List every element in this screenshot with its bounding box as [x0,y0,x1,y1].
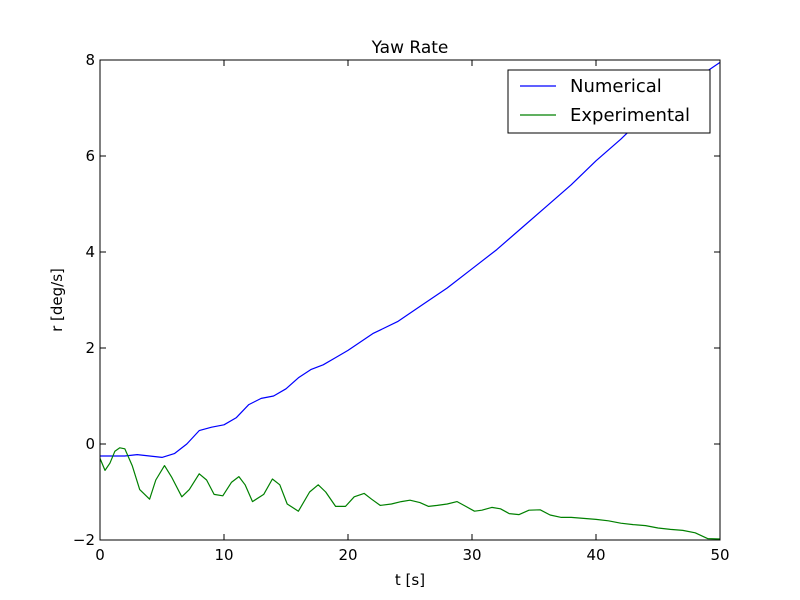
series-line-experimental [99,447,721,540]
y-tick-label: 2 [85,339,95,357]
legend: Numerical Experimental [507,69,711,134]
plot-frame [99,59,721,541]
legend-numerical-label: Numerical [570,76,662,97]
x-tick-label: 50 [710,546,729,564]
x-tick-label: 10 [214,546,233,564]
y-axis-label: r [deg/s] [48,268,66,332]
legend-box [507,69,711,134]
legend-experimental-label: Experimental [570,105,690,126]
y-tick-label: 6 [85,147,95,165]
y-tick-label: 0 [85,435,95,453]
plot-area [100,60,720,540]
plot-background [100,60,720,540]
y-tick-label: 8 [85,51,95,69]
x-tick-label: 30 [462,546,481,564]
x-tick-label: 40 [586,546,605,564]
x-axis-label: t [s] [395,571,425,589]
x-tick-label: 20 [338,546,357,564]
y-tick-label: 4 [85,243,95,261]
chart-title: Yaw Rate [371,38,449,58]
series-line-numerical [100,61,721,458]
series-lines [99,61,721,540]
y-tick-label: −2 [73,531,95,549]
x-tick-label: 0 [95,546,105,564]
